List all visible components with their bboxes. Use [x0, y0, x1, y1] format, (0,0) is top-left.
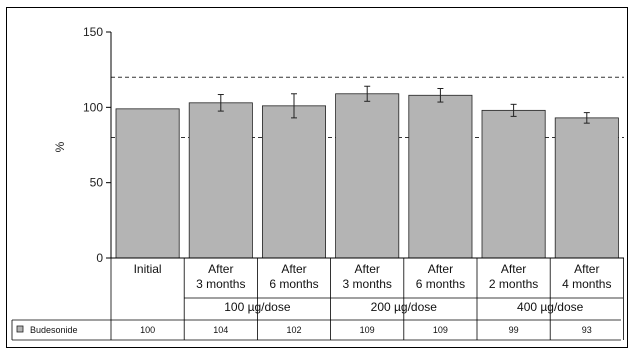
y-axis-label: % [53, 141, 67, 152]
table-value-0: 100 [140, 325, 155, 335]
category-label-4-line-1: 6 months [416, 277, 465, 291]
bars [115, 85, 619, 259]
y-tick-label-150: 150 [83, 25, 103, 39]
category-label-3-line-1: 3 months [343, 277, 392, 291]
group-label-1: 200 µg/dose [371, 300, 438, 314]
legend-swatch [16, 325, 24, 333]
table-value-2: 102 [286, 325, 301, 335]
bar-6 [554, 117, 619, 259]
category-label-2-line-0: After [281, 262, 306, 276]
bar-3 [335, 93, 400, 259]
category-label-6-line-0: After [574, 262, 599, 276]
table-value-5: 99 [509, 325, 519, 335]
y-tick-label-0: 0 [96, 251, 103, 265]
category-label-4-line-0: After [428, 262, 453, 276]
bar-4 [408, 94, 473, 259]
category-label-5-line-0: After [501, 262, 526, 276]
chart-frame [6, 7, 628, 348]
category-label-6-line-1: 4 months [562, 277, 611, 291]
category-label-0: Initial [134, 262, 162, 276]
legend-label: Budesonide [30, 325, 78, 335]
group-label-2: 400 µg/dose [517, 300, 584, 314]
bar-2 [261, 105, 326, 259]
category-label-2-line-1: 6 months [269, 277, 318, 291]
bar-0 [115, 108, 180, 259]
y-tick-label-50: 50 [90, 176, 104, 190]
bar-1 [188, 102, 253, 259]
table-value-6: 93 [582, 325, 592, 335]
category-label-5-line-1: 2 months [489, 277, 538, 291]
y-tick-label-100: 100 [83, 100, 103, 114]
table-value-4: 109 [433, 325, 448, 335]
category-label-1-line-0: After [208, 262, 233, 276]
table-value-1: 104 [213, 325, 228, 335]
table-value-3: 109 [360, 325, 375, 335]
category-label-1-line-1: 3 months [196, 277, 245, 291]
bar-5 [481, 109, 546, 259]
category-label-3-line-0: After [355, 262, 380, 276]
group-label-0: 100 µg/dose [224, 300, 291, 314]
y-axis: 0 50 100 150% [53, 25, 624, 265]
